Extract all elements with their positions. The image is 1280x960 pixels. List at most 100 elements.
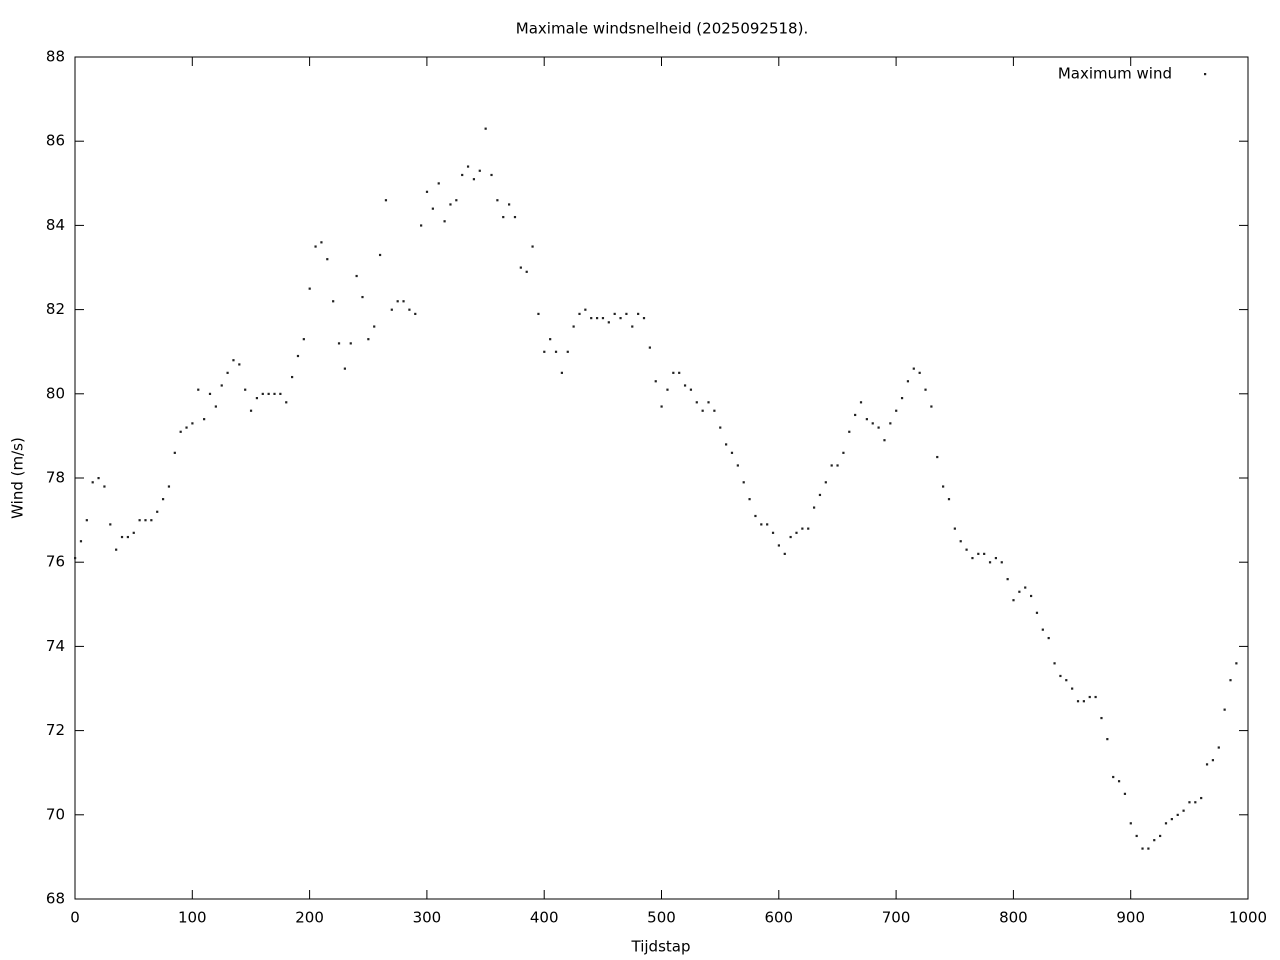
- data-point: [988, 561, 992, 564]
- data-point: [830, 464, 833, 467]
- data-point: [1100, 716, 1103, 720]
- data-point: [912, 367, 915, 370]
- data-point: [725, 443, 728, 446]
- data-point: [936, 455, 939, 459]
- data-point: [918, 371, 921, 374]
- data-point: [519, 266, 522, 269]
- data-point: [560, 371, 563, 374]
- x-axis-label: Tijdstap: [631, 938, 691, 956]
- data-point: [466, 165, 470, 168]
- data-point: [1018, 590, 1021, 593]
- data-point: [1229, 679, 1232, 682]
- data-point: [625, 312, 628, 316]
- data-point: [455, 199, 458, 202]
- data-point: [156, 510, 159, 513]
- data-point: [109, 523, 112, 526]
- data-point: [1170, 818, 1173, 821]
- data-point: [719, 426, 722, 429]
- data-point: [1112, 775, 1115, 779]
- data-point: [660, 405, 663, 408]
- data-point: [713, 409, 716, 412]
- data-point: [971, 556, 974, 560]
- data-point: [525, 270, 528, 273]
- y-tick-label: 72: [46, 721, 65, 739]
- data-point: [367, 338, 370, 341]
- plot-frame: [74, 56, 1249, 900]
- data-point: [883, 439, 886, 442]
- legend-marker: [1204, 73, 1207, 76]
- data-point: [220, 384, 223, 387]
- data-point: [977, 552, 980, 555]
- data-point: [249, 409, 253, 412]
- data-point: [85, 519, 88, 522]
- data-point: [807, 527, 810, 530]
- data-point: [836, 464, 839, 467]
- data-point: [191, 422, 194, 425]
- data-point: [1205, 763, 1209, 766]
- data-point: [1065, 679, 1068, 682]
- data-point: [642, 317, 646, 320]
- data-point: [871, 422, 874, 425]
- data-point: [613, 312, 616, 316]
- data-point: [754, 514, 757, 518]
- y-tick-label: 80: [46, 384, 65, 402]
- data-point: [637, 312, 640, 316]
- data-point: [167, 485, 171, 488]
- data-point: [994, 556, 998, 560]
- data-point: [285, 401, 288, 404]
- data-point: [308, 287, 311, 290]
- data-point: [337, 342, 341, 345]
- data-point: [349, 342, 352, 345]
- data-point: [1200, 796, 1203, 800]
- data-point: [208, 392, 212, 395]
- data-point: [654, 380, 657, 383]
- data-point: [1088, 695, 1091, 699]
- data-point: [1071, 687, 1074, 690]
- data-point: [396, 300, 399, 303]
- data-point: [120, 535, 124, 539]
- data-point: [730, 451, 734, 454]
- data-point: [1223, 708, 1226, 711]
- data-point: [865, 418, 868, 421]
- data-point: [689, 388, 693, 391]
- data-point: [437, 182, 440, 185]
- data-point: [895, 409, 898, 412]
- data-point: [683, 384, 687, 387]
- data-point: [378, 253, 382, 257]
- y-axis-label: Wind (m/s): [9, 437, 27, 519]
- y-tick-label: 74: [46, 637, 65, 655]
- data-point: [818, 493, 822, 497]
- data-point: [214, 405, 217, 408]
- data-point: [554, 350, 558, 353]
- y-tick-label: 76: [46, 553, 65, 571]
- data-point: [1153, 839, 1156, 842]
- data-point: [79, 540, 83, 543]
- x-tick-label: 500: [647, 909, 676, 927]
- x-tick-label: 100: [178, 909, 207, 927]
- data-point: [648, 346, 651, 349]
- data-point: [789, 535, 792, 539]
- data-point: [619, 317, 622, 320]
- data-point: [261, 392, 264, 395]
- data-point: [97, 477, 100, 480]
- data-point: [502, 215, 505, 219]
- x-tick-label: 900: [1116, 909, 1145, 927]
- y-tick-label: 82: [46, 300, 65, 318]
- data-point: [537, 312, 540, 316]
- data-point: [1235, 662, 1238, 665]
- data-point: [983, 552, 986, 555]
- data-point: [947, 498, 951, 501]
- x-tick-label: 600: [764, 909, 793, 927]
- data-point: [490, 173, 493, 177]
- data-point: [1076, 700, 1080, 703]
- data-point: [959, 540, 962, 543]
- data-point: [900, 397, 904, 400]
- data-point: [672, 371, 675, 374]
- data-point: [601, 317, 605, 320]
- data-point: [291, 375, 294, 379]
- data-point: [431, 207, 434, 210]
- data-point: [508, 203, 511, 206]
- data-point: [1123, 792, 1127, 795]
- data-point: [320, 241, 323, 244]
- data-point: [1164, 822, 1168, 825]
